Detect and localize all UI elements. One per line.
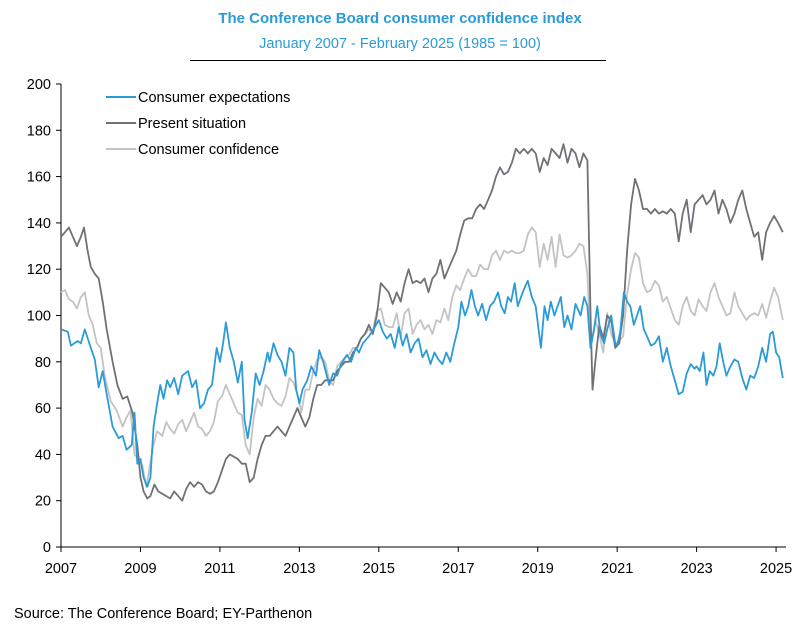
x-tick-label: 2015 <box>363 561 395 577</box>
y-tick-label: 20 <box>35 494 51 510</box>
y-tick-label: 160 <box>27 170 51 186</box>
y-tick-label: 100 <box>27 309 51 325</box>
x-tick-label: 2009 <box>124 561 156 577</box>
legend-label: Consumer confidence <box>138 142 279 158</box>
x-tick-label: 2017 <box>442 561 474 577</box>
y-tick-label: 140 <box>27 216 51 232</box>
chart-legend: Consumer expectations Present situation Co… <box>106 90 290 158</box>
series-line-present-situation <box>60 143 784 502</box>
y-tick-label: 200 <box>27 77 51 93</box>
chart-axes: 0 20 40 60 80 100 120 140 160 180 200 2007 2009 2011 2… <box>27 77 792 577</box>
source-note: Source: The Conference Board; EY-Parthen… <box>14 606 313 622</box>
y-tick-label: 180 <box>27 123 51 139</box>
title-underline <box>190 60 606 61</box>
legend-label: Consumer expectations <box>138 90 290 106</box>
y-tick-label: 40 <box>35 447 51 463</box>
y-tick-label: 80 <box>35 355 51 371</box>
series-line-consumer-expectations <box>60 279 784 488</box>
y-tick-label: 60 <box>35 401 51 417</box>
series-line-consumer-confidence <box>60 226 784 488</box>
y-tick-label: 0 <box>43 540 51 556</box>
chart-subtitle: January 2007 - February 2025 (1985 = 100… <box>259 36 541 52</box>
legend-label: Present situation <box>138 116 246 132</box>
x-tick-label: 2025 <box>760 561 792 577</box>
line-chart: 0 20 40 60 80 100 120 140 160 180 200 2007 2009 2011 2… <box>27 77 792 577</box>
y-tick-label: 120 <box>27 262 51 278</box>
x-tick-label: 2013 <box>283 561 315 577</box>
x-tick-label: 2007 <box>45 561 77 577</box>
chart-title: The Conference Board consumer confidence… <box>218 10 582 27</box>
x-tick-label: 2021 <box>601 561 633 577</box>
x-tick-label: 2019 <box>522 561 554 577</box>
x-tick-label: 2023 <box>680 561 712 577</box>
x-tick-label: 2011 <box>204 561 235 577</box>
chart-series <box>60 143 784 502</box>
